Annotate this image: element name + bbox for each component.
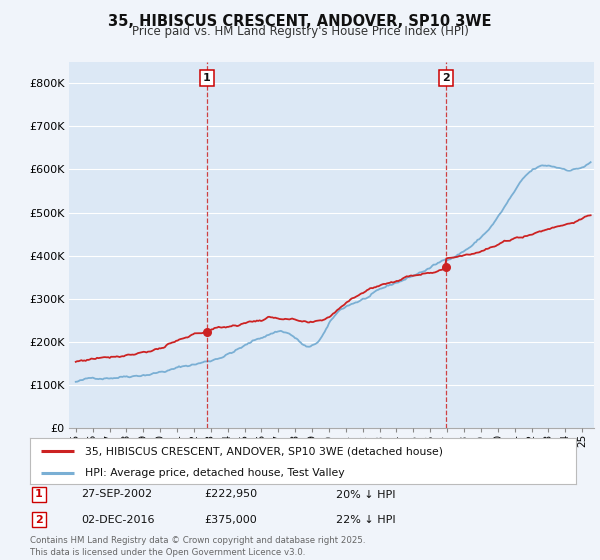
Text: 2: 2 <box>442 73 449 83</box>
Text: 2: 2 <box>35 515 43 525</box>
Text: HPI: Average price, detached house, Test Valley: HPI: Average price, detached house, Test… <box>85 468 344 478</box>
Text: 35, HIBISCUS CRESCENT, ANDOVER, SP10 3WE: 35, HIBISCUS CRESCENT, ANDOVER, SP10 3WE <box>108 14 492 29</box>
Text: 1: 1 <box>203 73 211 83</box>
Text: 27-SEP-2002: 27-SEP-2002 <box>81 489 152 500</box>
Point <box>441 262 451 271</box>
Text: 02-DEC-2016: 02-DEC-2016 <box>81 515 155 525</box>
Text: 1: 1 <box>35 489 43 500</box>
Text: 20% ↓ HPI: 20% ↓ HPI <box>336 489 395 500</box>
Text: Contains HM Land Registry data © Crown copyright and database right 2025.
This d: Contains HM Land Registry data © Crown c… <box>30 536 365 557</box>
Text: Price paid vs. HM Land Registry's House Price Index (HPI): Price paid vs. HM Land Registry's House … <box>131 25 469 38</box>
Bar <box>206 62 446 428</box>
Text: £222,950: £222,950 <box>204 489 257 500</box>
Text: 35, HIBISCUS CRESCENT, ANDOVER, SP10 3WE (detached house): 35, HIBISCUS CRESCENT, ANDOVER, SP10 3WE… <box>85 446 443 456</box>
Point <box>202 328 211 337</box>
Text: £375,000: £375,000 <box>204 515 257 525</box>
Text: 22% ↓ HPI: 22% ↓ HPI <box>336 515 395 525</box>
